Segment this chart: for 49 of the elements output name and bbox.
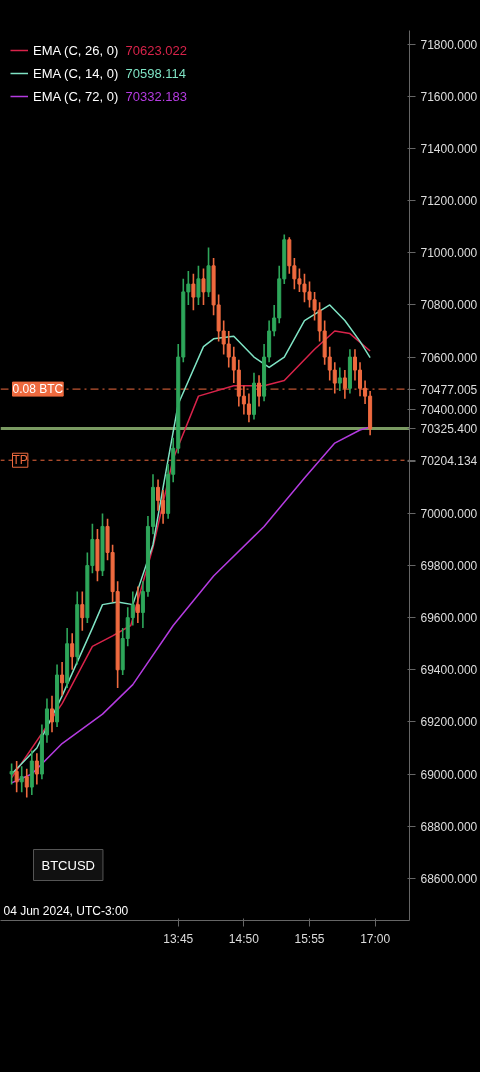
candlestick xyxy=(191,272,196,311)
x-tick-label: 17:00 xyxy=(360,931,391,946)
annotation: 70623.022 xyxy=(125,43,187,58)
candlestick xyxy=(70,632,75,671)
annotation: 0.08 BTC xyxy=(12,382,64,397)
annotation: 04 Jun 2024, UTC-3:00 xyxy=(3,903,129,918)
y-tick-label: 70000.000 xyxy=(420,506,478,521)
y-tick-label: 69800.000 xyxy=(420,559,478,574)
x-tick-label: 13:45 xyxy=(163,931,194,946)
y-tick-label: 68600.000 xyxy=(420,871,478,886)
y-tick-label: 69400.000 xyxy=(420,663,478,678)
ref-line-label: 70325.400 xyxy=(420,422,478,437)
legend-label: EMA (C, 72, 0) xyxy=(33,87,119,106)
ref-line-label: 70204.134 xyxy=(420,453,478,468)
annotation: 70598.114 xyxy=(125,66,186,81)
legend-label: EMA (C, 26, 0) xyxy=(33,41,119,60)
legend-label: EMA (C, 14, 0) xyxy=(33,64,119,83)
candlestick xyxy=(80,590,85,632)
y-tick-label: 68800.000 xyxy=(420,819,478,834)
candlestick xyxy=(9,762,14,786)
y-tick-label: 71800.000 xyxy=(420,37,478,52)
y-tick-label: 71400.000 xyxy=(420,142,478,157)
y-tick-label: 71600.000 xyxy=(420,89,478,104)
x-tick-label: 14:50 xyxy=(228,931,260,946)
candlestick xyxy=(246,392,251,423)
candlestick xyxy=(201,267,206,306)
candlestick xyxy=(19,765,24,794)
y-tick-label: 69200.000 xyxy=(420,715,478,730)
ref-line-label: 70477.005 xyxy=(420,382,478,397)
candlestick xyxy=(60,661,65,697)
candlestick xyxy=(196,265,201,306)
candlestick xyxy=(49,695,55,734)
x-tick-label: 15:55 xyxy=(294,931,325,946)
y-tick-label: 70800.000 xyxy=(420,298,478,313)
y-tick-label: 69600.000 xyxy=(420,611,478,626)
y-tick-label: 69000.000 xyxy=(420,767,478,782)
annotation: BTCUSD xyxy=(41,857,95,873)
candlestick xyxy=(156,478,161,512)
candlestick xyxy=(34,752,39,786)
candlestick xyxy=(14,760,19,794)
y-tick-label: 71000.000 xyxy=(420,246,478,261)
y-tick-label: 70400.000 xyxy=(420,402,478,417)
y-tick-label: 70600.000 xyxy=(420,350,478,365)
annotation: 70332.183 xyxy=(125,89,187,104)
y-tick-label: 71200.000 xyxy=(420,194,478,209)
candlestick xyxy=(24,768,29,799)
annotation: TP xyxy=(12,453,28,468)
candlestick xyxy=(337,366,342,392)
candlestick xyxy=(135,585,140,624)
